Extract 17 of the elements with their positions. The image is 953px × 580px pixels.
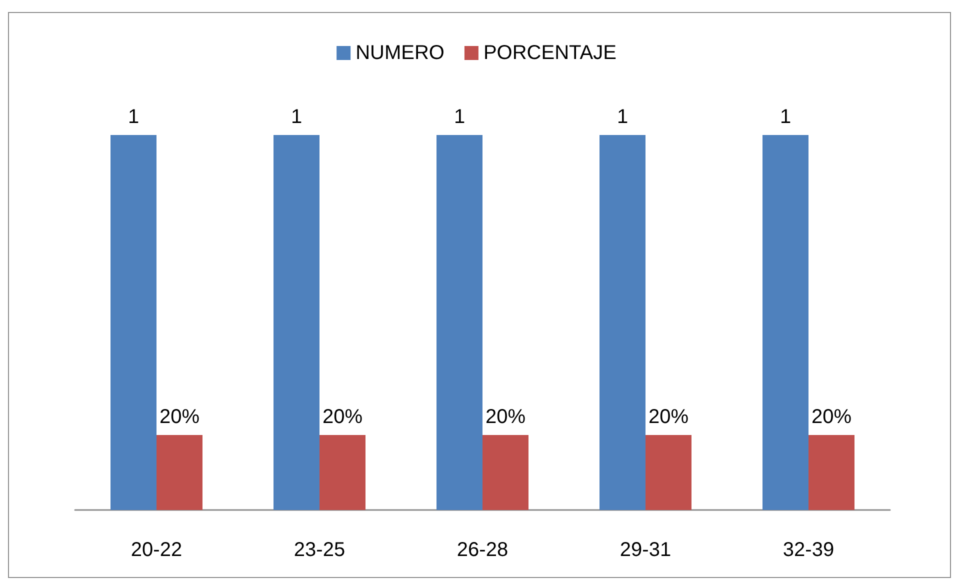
data-label: 1 — [290, 106, 302, 128]
legend-label: PORCENTAJE — [483, 42, 616, 64]
x-tick-label: 26-28 — [456, 539, 508, 561]
x-tick-label: 20-22 — [130, 539, 182, 561]
x-tick-label: 23-25 — [294, 539, 346, 561]
data-label: 20% — [811, 406, 852, 428]
x-tick-label: 32-39 — [782, 539, 834, 561]
data-label: 1 — [128, 106, 140, 128]
data-label: 1 — [616, 106, 628, 128]
data-label: 1 — [454, 106, 466, 128]
data-label: 1 — [780, 106, 792, 128]
data-label: 20% — [159, 406, 200, 428]
legend-label: NUMERO — [356, 42, 444, 64]
data-label: 20% — [322, 406, 363, 428]
data-label: 20% — [648, 406, 689, 428]
data-label: 20% — [485, 406, 526, 428]
x-tick-label: 29-31 — [620, 539, 672, 561]
